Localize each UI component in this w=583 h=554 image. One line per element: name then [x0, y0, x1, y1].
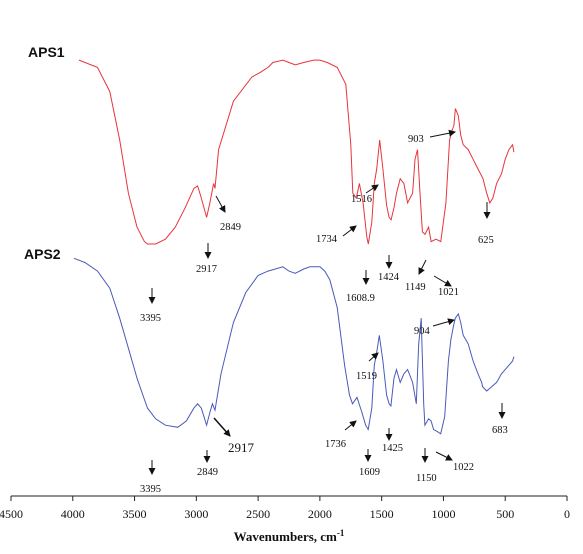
x-tick-label: 500	[496, 507, 514, 521]
peak-label-aps1-2849: 2849	[220, 222, 241, 233]
x-tick-label: 1000	[431, 507, 455, 521]
x-tick-label: 1500	[370, 507, 394, 521]
peak-label-aps2-3395: 3395	[140, 484, 161, 495]
peak-label-aps2-1736: 1736	[325, 439, 346, 450]
peak-arrow-aps1-1516	[365, 184, 379, 194]
peak-label-aps1-1734: 1734	[316, 234, 338, 245]
peak-label-aps2-1609: 1609	[359, 467, 380, 478]
peak-arrow-aps1-1734	[342, 225, 357, 237]
peak-arrow-aps2-1736	[344, 420, 357, 431]
peak-label-aps2-2917: 2917	[228, 440, 255, 455]
peak-arrow-aps2-2917	[213, 417, 231, 437]
x-tick-label: 4000	[61, 507, 85, 521]
peak-label-aps1-1149: 1149	[405, 282, 426, 293]
peak-label-aps1-1608: 1608.9	[346, 293, 375, 304]
x-tick-label: 2000	[308, 507, 332, 521]
series-line-aps1	[78, 59, 515, 245]
peak-label-aps1-3395: 3395	[140, 313, 161, 324]
peak-arrow-aps1-1149	[418, 259, 427, 275]
peak-label-aps2-904: 904	[414, 326, 431, 337]
peak-arrow-aps2-1519	[368, 352, 379, 362]
peak-label-aps2-1150: 1150	[416, 473, 437, 484]
series-line-aps2	[73, 257, 515, 435]
series-label-aps1: APS1	[28, 44, 65, 60]
x-tick-label: 4500	[0, 507, 23, 521]
peak-label-aps1-1021: 1021	[438, 287, 459, 298]
peak-label-aps1-903: 903	[408, 134, 424, 145]
peak-label-aps1-1424: 1424	[378, 272, 400, 283]
x-tick-label: 0	[564, 507, 570, 521]
peak-arrow-aps1-903	[429, 129, 456, 138]
x-axis-ticks: 4500 4000 3500 3000 2500 2000 1500 1000 500 0	[0, 496, 570, 521]
peak-annotations: 3395 2917 2849 1734 1516 1608.9 1424 114…	[140, 129, 508, 495]
x-tick-label: 2500	[246, 507, 270, 521]
peak-label-aps2-2849: 2849	[197, 467, 218, 478]
peak-label-aps2-1519: 1519	[356, 371, 377, 382]
peak-arrow-aps1-1021	[433, 275, 452, 287]
x-axis-title-text: Wavenumbers, cm	[234, 529, 337, 544]
x-axis-title: Wavenumbers, cm-1	[234, 528, 345, 544]
peak-label-aps1-625: 625	[478, 235, 494, 246]
x-tick-label: 3500	[123, 507, 147, 521]
peak-label-aps2-1425: 1425	[382, 443, 403, 454]
peak-label-aps1-2917: 2917	[196, 264, 217, 275]
peak-label-aps2-1022: 1022	[453, 462, 474, 473]
series-label-aps2: APS2	[24, 246, 61, 262]
peak-arrow-aps2-1022	[435, 451, 453, 461]
peak-label-aps1-1516: 1516	[351, 194, 372, 205]
x-tick-label: 3000	[184, 507, 208, 521]
x-axis-title-superscript: -1	[337, 528, 345, 538]
peak-arrow-aps2-904	[432, 318, 455, 327]
peak-label-aps2-683: 683	[492, 425, 508, 436]
peak-arrow-aps1-2849	[215, 195, 226, 213]
